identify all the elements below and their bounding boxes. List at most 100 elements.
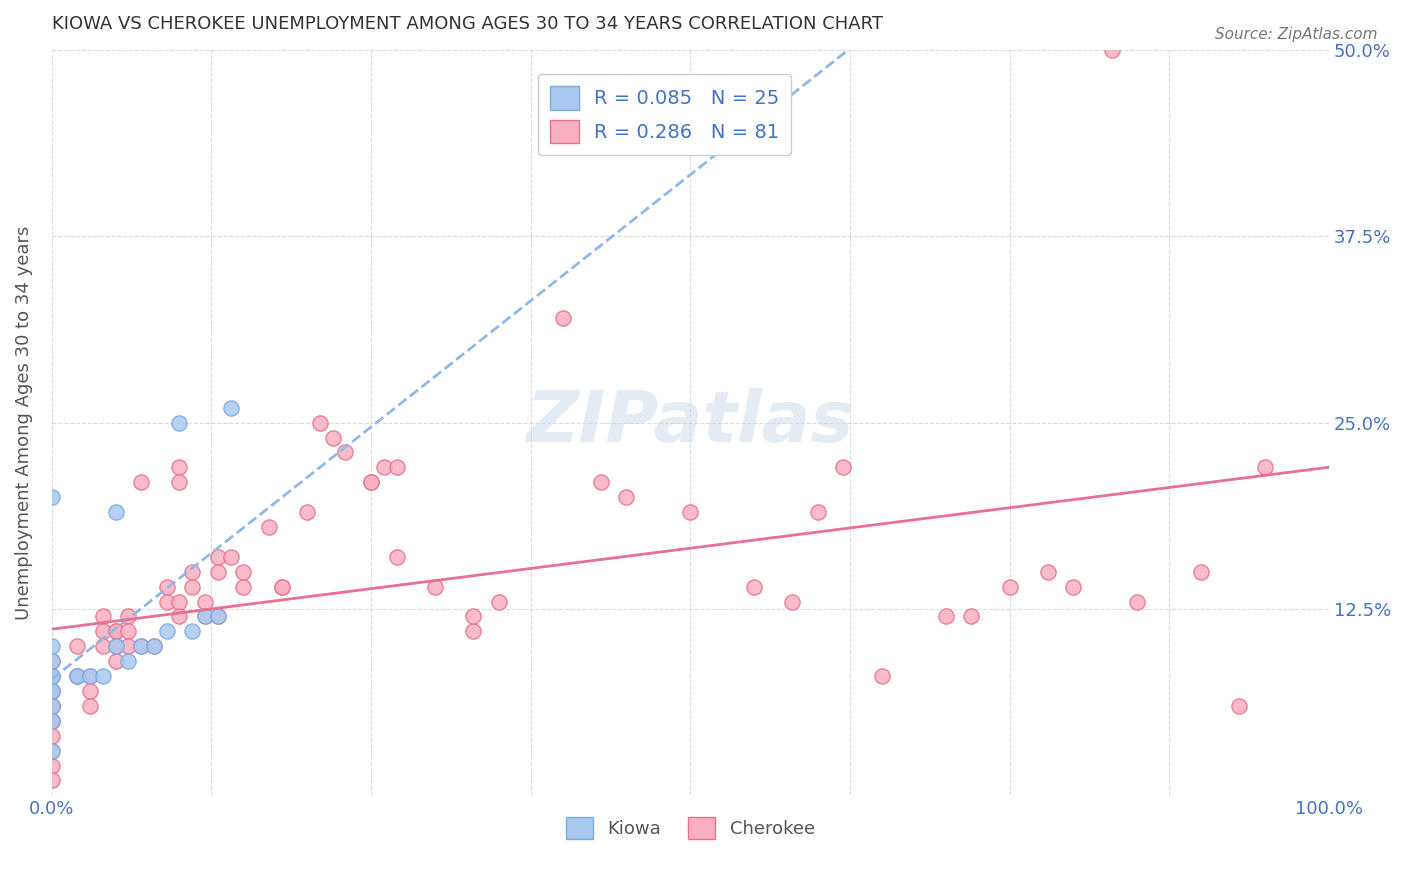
Kiowa: [181, 624, 204, 639]
Cherokee: [79, 669, 101, 683]
Cherokee: [270, 580, 292, 594]
Cherokee: [360, 475, 382, 490]
Cherokee: [935, 609, 957, 624]
Kiowa: [207, 609, 229, 624]
Cherokee: [1189, 565, 1212, 579]
Cherokee: [1227, 698, 1250, 713]
Cherokee: [104, 624, 127, 639]
Kiowa: [41, 744, 63, 758]
Kiowa: [117, 654, 139, 668]
Text: Source: ZipAtlas.com: Source: ZipAtlas.com: [1215, 27, 1378, 42]
Cherokee: [79, 684, 101, 698]
Cherokee: [207, 565, 229, 579]
Cherokee: [91, 624, 114, 639]
Cherokee: [41, 698, 63, 713]
Cherokee: [335, 445, 357, 459]
Cherokee: [129, 475, 152, 490]
Kiowa: [79, 669, 101, 683]
Cherokee: [589, 475, 612, 490]
Kiowa: [142, 640, 165, 654]
Cherokee: [679, 505, 702, 519]
Cherokee: [207, 609, 229, 624]
Cherokee: [142, 640, 165, 654]
Cherokee: [322, 431, 344, 445]
Cherokee: [169, 460, 191, 475]
Cherokee: [232, 565, 254, 579]
Kiowa: [41, 654, 63, 668]
Legend: Kiowa, Cherokee: Kiowa, Cherokee: [558, 810, 823, 846]
Cherokee: [488, 594, 510, 608]
Cherokee: [169, 594, 191, 608]
Cherokee: [616, 490, 638, 504]
Cherokee: [463, 624, 485, 639]
Cherokee: [1101, 43, 1123, 57]
Cherokee: [66, 669, 89, 683]
Kiowa: [104, 640, 127, 654]
Cherokee: [998, 580, 1021, 594]
Kiowa: [66, 669, 89, 683]
Cherokee: [181, 565, 204, 579]
Cherokee: [385, 460, 408, 475]
Kiowa: [41, 490, 63, 504]
Cherokee: [742, 580, 765, 594]
Cherokee: [104, 654, 127, 668]
Kiowa: [169, 416, 191, 430]
Cherokee: [194, 609, 217, 624]
Cherokee: [117, 624, 139, 639]
Cherokee: [257, 520, 280, 534]
Kiowa: [41, 698, 63, 713]
Cherokee: [41, 654, 63, 668]
Kiowa: [66, 669, 89, 683]
Cherokee: [117, 640, 139, 654]
Cherokee: [79, 698, 101, 713]
Cherokee: [117, 609, 139, 624]
Kiowa: [219, 401, 242, 415]
Cherokee: [385, 549, 408, 564]
Kiowa: [91, 669, 114, 683]
Cherokee: [1036, 565, 1059, 579]
Cherokee: [41, 714, 63, 728]
Kiowa: [41, 684, 63, 698]
Kiowa: [41, 640, 63, 654]
Cherokee: [423, 580, 446, 594]
Cherokee: [360, 475, 382, 490]
Cherokee: [1126, 594, 1149, 608]
Cherokee: [91, 640, 114, 654]
Cherokee: [104, 640, 127, 654]
Cherokee: [463, 609, 485, 624]
Cherokee: [207, 549, 229, 564]
Cherokee: [194, 594, 217, 608]
Cherokee: [551, 311, 574, 326]
Cherokee: [832, 460, 855, 475]
Cherokee: [41, 714, 63, 728]
Kiowa: [129, 640, 152, 654]
Kiowa: [41, 714, 63, 728]
Cherokee: [181, 580, 204, 594]
Cherokee: [960, 609, 983, 624]
Cherokee: [1062, 580, 1084, 594]
Cherokee: [373, 460, 395, 475]
Cherokee: [41, 698, 63, 713]
Cherokee: [156, 580, 179, 594]
Kiowa: [104, 505, 127, 519]
Cherokee: [870, 669, 893, 683]
Cherokee: [41, 744, 63, 758]
Cherokee: [309, 416, 332, 430]
Cherokee: [156, 594, 179, 608]
Cherokee: [104, 624, 127, 639]
Cherokee: [129, 640, 152, 654]
Kiowa: [41, 669, 63, 683]
Cherokee: [270, 580, 292, 594]
Cherokee: [91, 609, 114, 624]
Kiowa: [194, 609, 217, 624]
Cherokee: [41, 773, 63, 788]
Cherokee: [219, 549, 242, 564]
Cherokee: [1254, 460, 1277, 475]
Cherokee: [41, 729, 63, 743]
Cherokee: [232, 580, 254, 594]
Cherokee: [41, 669, 63, 683]
Kiowa: [41, 669, 63, 683]
Text: ZIPatlas: ZIPatlas: [527, 388, 853, 457]
Cherokee: [41, 758, 63, 772]
Cherokee: [807, 505, 830, 519]
